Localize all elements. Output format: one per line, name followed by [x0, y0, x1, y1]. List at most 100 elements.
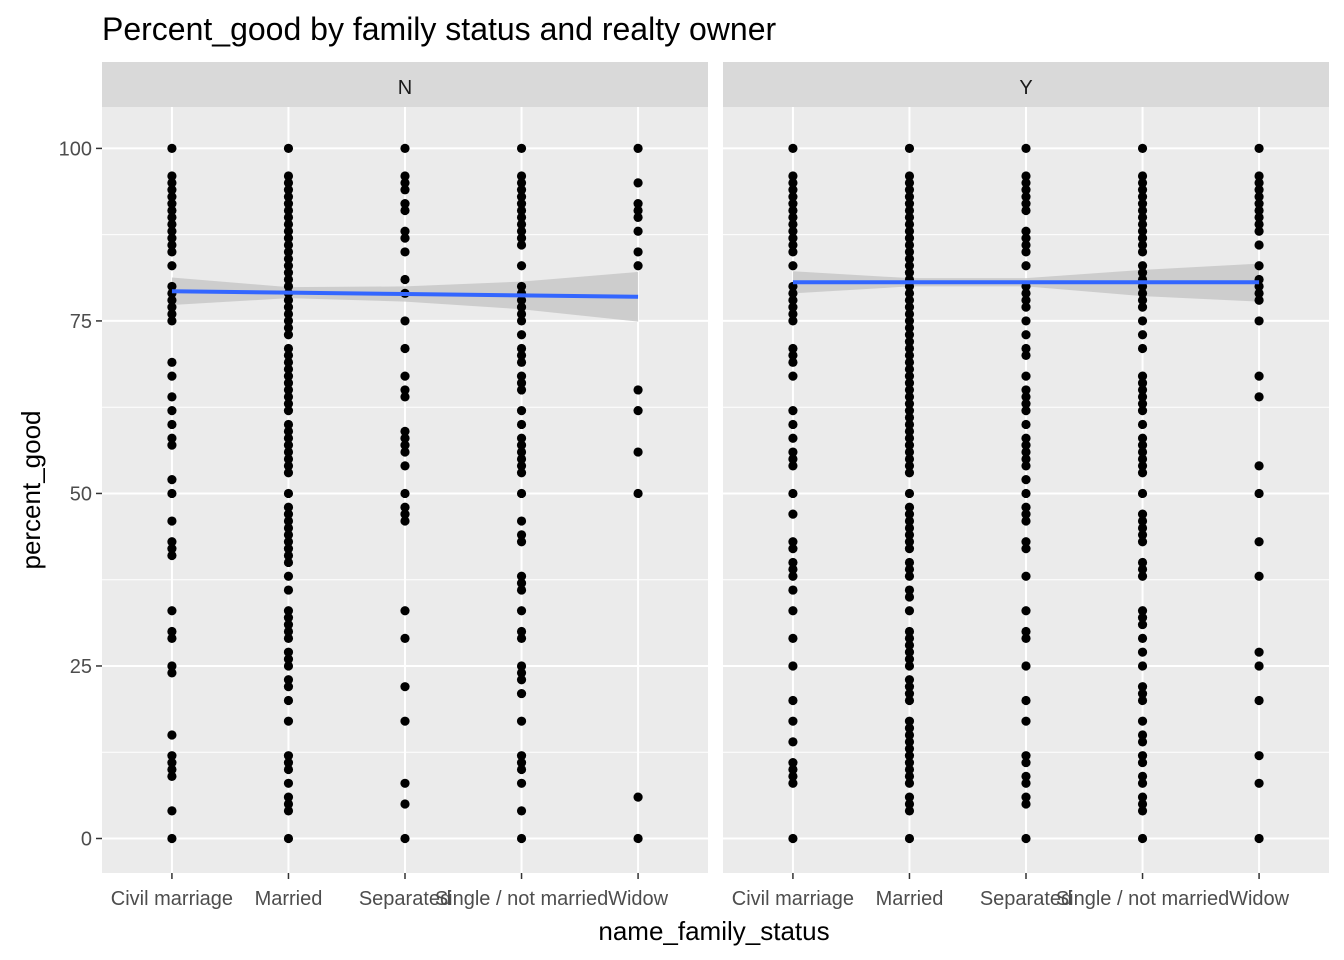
data-point [1137, 661, 1148, 671]
data-point [1137, 392, 1148, 402]
data-point [1021, 833, 1031, 844]
data-point [167, 668, 177, 678]
data-point [1021, 633, 1031, 643]
data-point [167, 488, 177, 499]
data-point [904, 502, 915, 512]
data-point [1021, 695, 1031, 706]
data-point [283, 178, 294, 188]
data-point [283, 468, 294, 478]
data-point [904, 247, 915, 257]
data-point [904, 751, 915, 761]
data-point [283, 544, 294, 554]
data-point [400, 426, 410, 436]
point-group-separated [1021, 143, 1031, 844]
data-point [400, 682, 410, 692]
data-point [400, 799, 410, 809]
data-point [1137, 564, 1148, 574]
data-point [788, 509, 798, 519]
data-point [516, 675, 527, 685]
x-tick-label: Married [255, 888, 323, 910]
data-point [1021, 571, 1031, 581]
data-point [283, 509, 294, 519]
data-point [904, 412, 915, 423]
data-point [1137, 633, 1148, 643]
data-point [167, 806, 177, 816]
data-point [904, 688, 915, 699]
data-point [400, 778, 410, 788]
data-point [283, 302, 294, 312]
data-point [1137, 343, 1148, 354]
data-point [1021, 143, 1031, 154]
data-point [516, 571, 527, 581]
x-tick-label: Widow [608, 888, 669, 910]
data-point [516, 261, 527, 271]
data-point [516, 668, 527, 678]
data-point [904, 295, 915, 305]
data-point [1137, 530, 1148, 540]
data-point [788, 295, 798, 305]
data-point [1254, 661, 1264, 671]
data-point [516, 806, 527, 816]
data-point [283, 778, 294, 788]
data-point [1021, 778, 1031, 788]
data-point [788, 219, 798, 229]
data-point [1021, 509, 1031, 519]
data-point [904, 530, 915, 540]
data-point [283, 751, 294, 761]
data-point [167, 537, 177, 547]
data-point [283, 502, 294, 512]
data-point [1137, 833, 1148, 844]
data-point [283, 806, 294, 816]
data-point [283, 419, 294, 430]
data-point [283, 716, 294, 726]
data-point [1254, 295, 1264, 305]
data-point [633, 226, 643, 236]
x-tick-label: Single / not married [435, 888, 608, 910]
data-point [904, 185, 915, 195]
data-point [167, 185, 177, 195]
data-point [1021, 330, 1031, 340]
data-point [1137, 419, 1148, 430]
data-point [516, 233, 527, 243]
data-point [1137, 613, 1148, 623]
data-point [1137, 433, 1148, 443]
data-point [1254, 537, 1264, 547]
data-point [400, 185, 410, 195]
data-point [788, 488, 798, 499]
data-point [1137, 205, 1148, 216]
data-point [283, 385, 294, 395]
data-point [283, 619, 294, 630]
data-point [516, 440, 527, 450]
data-point [167, 143, 177, 154]
data-point [1021, 661, 1031, 671]
data-point [167, 633, 177, 643]
data-point [1254, 778, 1264, 788]
data-point [1021, 247, 1031, 257]
data-point [904, 633, 915, 643]
data-point [516, 419, 527, 430]
data-point [1254, 392, 1264, 402]
data-point [788, 226, 798, 236]
data-point [283, 488, 294, 499]
data-point [1021, 537, 1031, 547]
data-point [904, 764, 915, 775]
data-point [283, 247, 294, 257]
data-point [1137, 192, 1148, 202]
data-point [1137, 771, 1148, 781]
data-point [400, 633, 410, 643]
data-point [1254, 226, 1264, 236]
data-point [904, 426, 915, 436]
data-point [904, 537, 915, 547]
data-point [1021, 454, 1031, 464]
data-point [904, 661, 915, 671]
data-point [1254, 219, 1264, 229]
data-point [283, 357, 294, 367]
point-group-civil-marriage [788, 143, 798, 844]
data-point [633, 261, 643, 271]
data-point [167, 171, 177, 181]
data-point [1137, 233, 1148, 243]
data-point [904, 178, 915, 188]
data-point [788, 371, 798, 381]
data-point [904, 212, 915, 223]
data-point [1137, 399, 1148, 409]
